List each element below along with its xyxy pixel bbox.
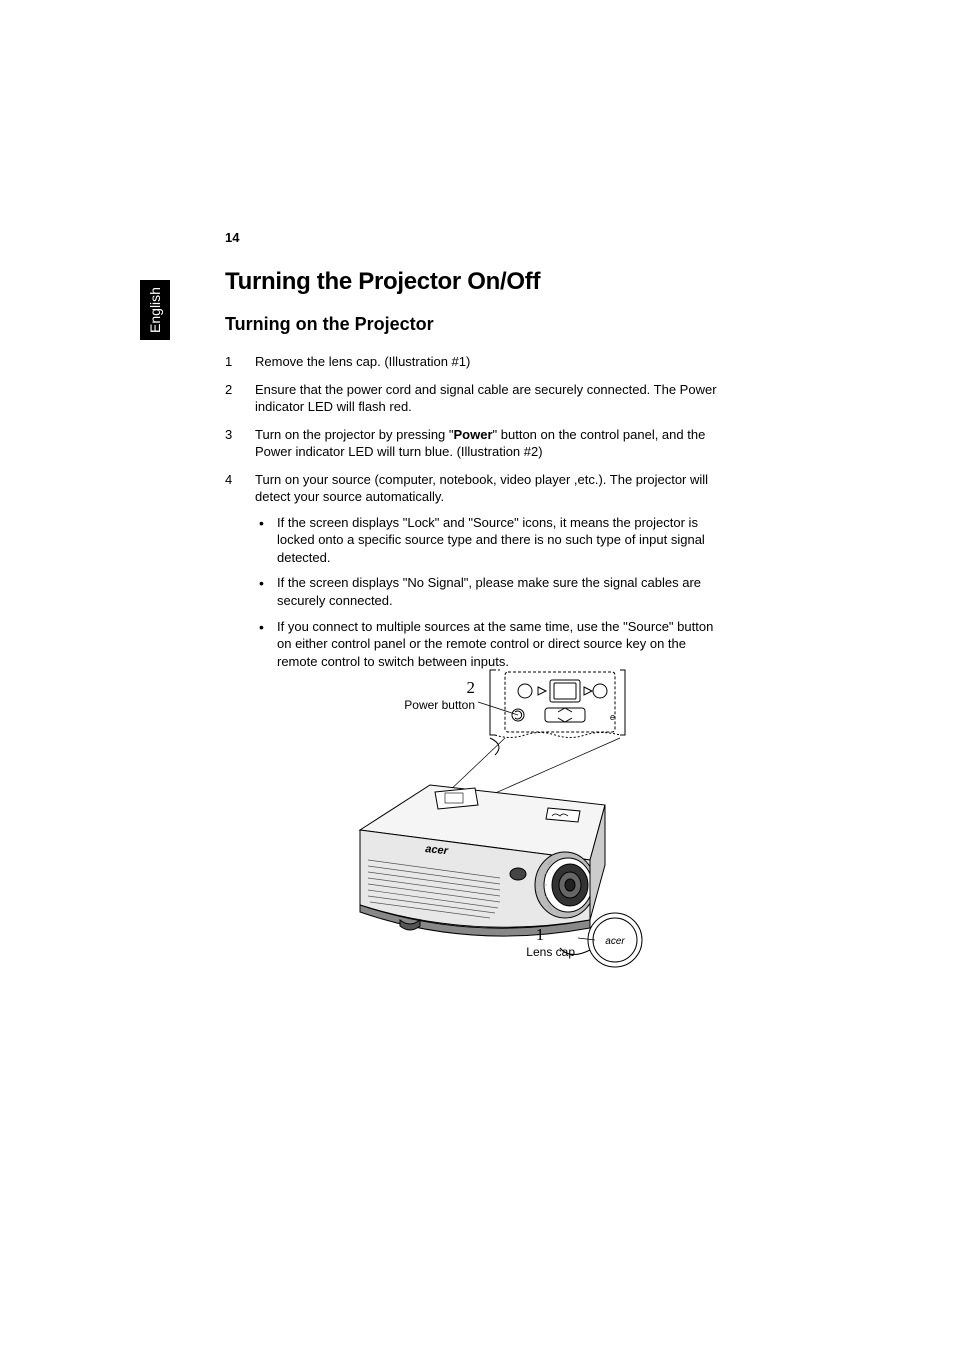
language-label: English <box>147 287 163 333</box>
page-title: Turning the Projector On/Off <box>225 268 725 296</box>
bullet-item: If the screen displays "Lock" and "Sourc… <box>255 514 725 567</box>
callout-1-number: 1 <box>505 925 575 945</box>
step-item: Remove the lens cap. (Illustration #1) <box>225 353 725 371</box>
language-tab: English <box>140 280 170 340</box>
callout-2-number: 2 <box>395 678 475 698</box>
callout-2-label: Power button <box>395 698 475 712</box>
step-item: Turn on your source (computer, notebook,… <box>225 471 725 670</box>
page-number: 14 <box>225 230 239 245</box>
sub-bullets: If the screen displays "Lock" and "Sourc… <box>255 514 725 670</box>
step-item: Turn on the projector by pressing "Power… <box>225 426 725 461</box>
steps-list: Remove the lens cap. (Illustration #1) E… <box>225 353 725 670</box>
callout-1-label: Lens cap <box>505 945 575 959</box>
bullet-item: If the screen displays "No Signal", plea… <box>255 574 725 609</box>
svg-text:acer: acer <box>605 936 625 947</box>
step-item: Ensure that the power cord and signal ca… <box>225 381 725 416</box>
section-heading: Turning on the Projector <box>225 314 725 335</box>
svg-text:e: e <box>610 712 615 722</box>
step-text: Turn on your source (computer, notebook,… <box>255 472 708 505</box>
step-text-pre: Turn on the projector by pressing " <box>255 427 454 442</box>
step-text-bold: Power <box>454 427 493 442</box>
page-content: Turning the Projector On/Off Turning on … <box>225 268 725 680</box>
projector-illustration: 2 Power button 1 Lens cap <box>300 660 720 1010</box>
svg-text:acer: acer <box>425 843 449 857</box>
